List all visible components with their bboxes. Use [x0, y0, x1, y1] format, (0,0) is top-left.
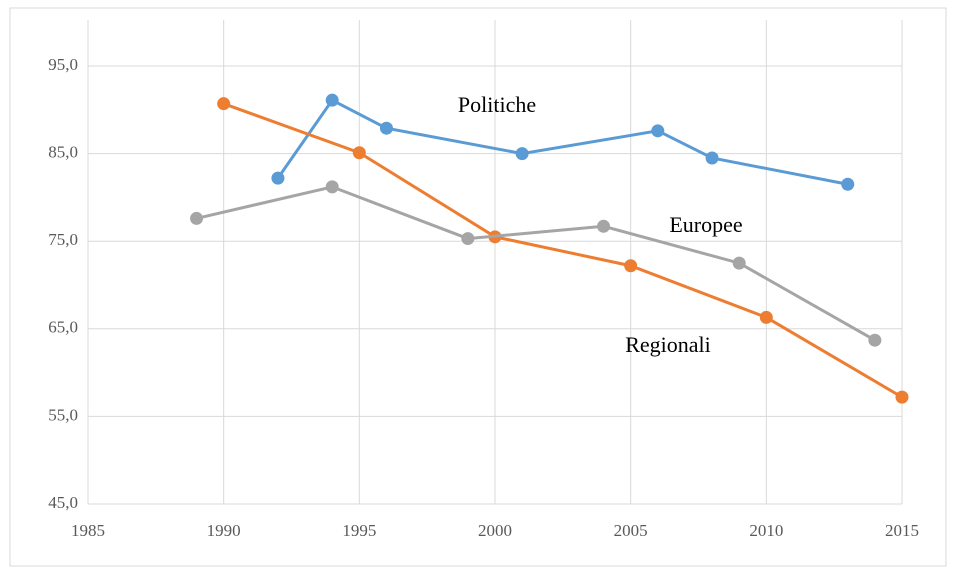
y-tick-label: 85,0	[48, 143, 78, 162]
y-tick-label: 75,0	[48, 230, 78, 249]
series-line	[223, 102, 903, 399]
x-tick-label: 1990	[207, 521, 241, 540]
data-point	[759, 310, 773, 324]
data-point	[651, 124, 665, 138]
data-point	[597, 219, 611, 233]
x-tick-label: 2010	[749, 521, 783, 540]
x-tick-label: 2000	[478, 521, 512, 540]
data-point	[461, 232, 475, 246]
series-label: Regionali	[625, 332, 711, 357]
data-point	[705, 151, 719, 165]
y-tick-label: 95,0	[48, 55, 78, 74]
data-point	[325, 93, 339, 107]
x-tick-label: 2005	[614, 521, 648, 540]
x-tick-label: 1995	[342, 521, 376, 540]
y-tick-label: 65,0	[48, 318, 78, 337]
chart-frame	[9, 7, 947, 567]
x-tick-label: 2015	[885, 521, 919, 540]
data-point	[352, 146, 366, 160]
y-tick-label: 55,0	[48, 405, 78, 424]
series-label: Europee	[669, 212, 742, 237]
data-point	[895, 390, 909, 404]
data-point	[868, 333, 882, 347]
data-point	[624, 259, 638, 273]
series-line	[196, 185, 876, 342]
y-tick-label: 45,0	[48, 493, 78, 512]
data-point	[379, 121, 393, 135]
data-point	[271, 171, 285, 185]
series-label: Politiche	[458, 92, 536, 117]
data-point	[841, 177, 855, 191]
data-point	[217, 97, 231, 111]
series-line	[276, 98, 849, 186]
data-point	[325, 180, 339, 194]
data-point	[515, 147, 529, 161]
x-tick-label: 1985	[71, 521, 105, 540]
data-point	[190, 211, 204, 225]
data-point	[732, 256, 746, 270]
